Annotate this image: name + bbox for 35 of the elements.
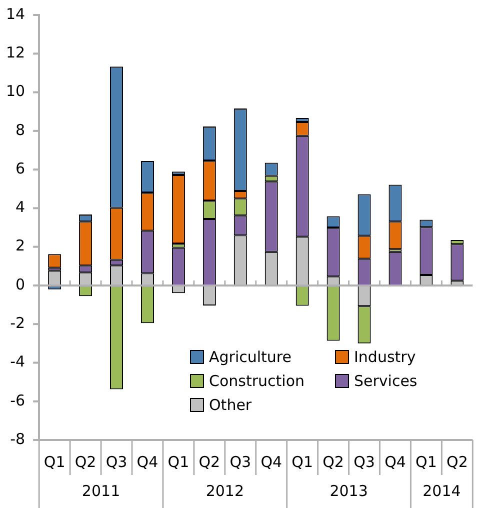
legend-label: Services [354, 372, 418, 390]
text: 2013 [330, 482, 368, 500]
y-tick-label: -8 [10, 430, 26, 448]
x-tick-label: Q2 [322, 452, 344, 471]
x-tick-label: Q1 [168, 452, 190, 471]
y-tick-label: 0 [16, 275, 26, 294]
x-tick-label: Q4 [260, 452, 282, 471]
x-tick-label: Q2 [198, 452, 220, 471]
y-tick-label: 14 [6, 4, 26, 23]
x-tick-label: Q3 [230, 452, 252, 471]
y-tick-label: 2 [16, 236, 26, 255]
x-tick-label: Q1 [416, 452, 437, 471]
legend-label: Industry [354, 348, 416, 366]
x-tick-label: Q4 [136, 452, 158, 471]
x-tick-label: Q3 [106, 452, 128, 471]
text: 2011 [82, 482, 120, 500]
x-tick-label: Q4 [384, 452, 406, 471]
y-tick-label: 6 [16, 159, 26, 178]
legend-label: Construction [209, 372, 305, 390]
y-tick-label: 8 [16, 120, 26, 139]
x-tick-label: Q1 [44, 452, 66, 471]
x-tick-label: Q2 [446, 452, 468, 471]
text: 2012 [206, 482, 244, 500]
y-tick-label: 12 [6, 44, 26, 62]
legend-label: Other [209, 396, 252, 414]
x-tick-label: Q3 [354, 452, 375, 471]
x-tick-label: Q1 [292, 452, 314, 471]
legend-label: Agriculture [209, 348, 292, 366]
y-tick-label: -6 [10, 391, 26, 410]
y-tick-label: -2 [10, 314, 26, 332]
y-tick-label: 4 [16, 198, 26, 216]
y-tick-label: -4 [10, 352, 26, 371]
y-tick-label: 10 [6, 82, 26, 100]
text: 2014 [422, 482, 461, 500]
x-tick-label: Q2 [74, 452, 96, 471]
